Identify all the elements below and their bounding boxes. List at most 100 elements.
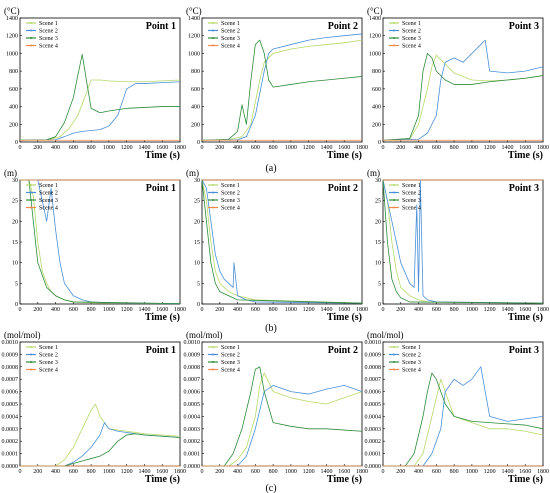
x-tick-label: 1400	[320, 469, 332, 475]
legend-entry: Scene 2	[221, 191, 240, 197]
legend-entry: Scene 4	[221, 368, 240, 374]
legend-entry: Scene 1	[221, 183, 240, 189]
x-tick-label: 400	[233, 469, 242, 475]
legend-marker	[212, 361, 214, 363]
x-tick-label: 400	[51, 307, 60, 313]
x-tick-label: 1600	[519, 469, 531, 475]
y-tick-label: 200	[9, 122, 18, 128]
y-tick-label: 0.0006	[2, 390, 19, 396]
x-tick-label: 1000	[466, 469, 478, 475]
legend-marker	[393, 361, 395, 363]
x-tick-label: 800	[87, 307, 96, 313]
legend-marker	[393, 346, 395, 348]
point-label: Point 2	[328, 183, 358, 194]
y-tick-label: 0.0000	[2, 464, 19, 470]
series-line-scene-2	[382, 39, 544, 141]
y-tick-label: 0.0002	[184, 439, 201, 445]
x-tick-label: 1600	[156, 307, 168, 313]
legend-marker	[393, 22, 395, 24]
y-tick-label: 0	[15, 302, 18, 308]
x-tick-label: 200	[396, 307, 405, 313]
x-tick-label: 1800	[537, 145, 549, 151]
legend-marker	[212, 29, 214, 32]
y-unit-label: (m)	[4, 168, 17, 178]
y-tick-label: 5	[378, 281, 381, 287]
y-tick-label: 800	[372, 69, 381, 75]
y-tick-label: 1200	[6, 34, 18, 40]
y-tick-label: 600	[191, 87, 200, 93]
y-tick-label: 0	[15, 140, 18, 146]
y-tick-label: 0.0003	[365, 427, 382, 433]
x-tick-label: 600	[432, 469, 441, 475]
y-unit-label: (m)	[367, 168, 380, 178]
x-tick-label: 400	[51, 469, 60, 475]
plot-frame	[201, 17, 363, 143]
point-label: Point 2	[328, 345, 358, 356]
row-labels: (a) (b) (c)	[265, 163, 277, 493]
y-tick-label: 0.0005	[2, 402, 19, 408]
series-line-scene-1	[19, 79, 181, 141]
y-tick-label: 0.0009	[365, 352, 382, 358]
y-tick-label: 600	[9, 87, 18, 93]
legend-entry: Scene 2	[39, 353, 58, 359]
legend-marker	[393, 191, 395, 194]
x-tick-label: 800	[269, 469, 278, 475]
series-line-scene-2	[19, 81, 181, 141]
series-line-scene-3	[20, 179, 181, 304]
legend-marker	[212, 206, 214, 209]
y-tick-label: 0.0010	[184, 340, 201, 346]
series-line-scene-1	[201, 179, 363, 304]
y-tick-label: 1000	[188, 51, 200, 57]
y-tick-label: 20	[375, 219, 381, 225]
y-tick-label: 1400	[6, 16, 18, 22]
x-tick-label: 200	[33, 469, 42, 475]
y-tick-label: 0.0000	[184, 464, 201, 470]
legend-marker	[30, 184, 32, 186]
x-tick-label: 200	[396, 145, 405, 151]
x-tick-label: 0	[19, 469, 22, 475]
x-tick-label: 1200	[303, 145, 315, 151]
chart-panel: (mol/mol) 0 200 400 600 800 1000 1200 1400 1600 18…	[365, 330, 550, 485]
series-line-scene-3	[20, 433, 181, 467]
y-tick-label: 800	[9, 69, 18, 75]
legend-entry: Scene 4	[39, 368, 58, 374]
legend-entry: Scene 4	[221, 44, 240, 50]
x-tick-label: 600	[432, 307, 441, 313]
x-tick-label: 400	[414, 307, 423, 313]
legend-marker	[212, 353, 214, 356]
x-tick-label: 1600	[519, 145, 531, 151]
series-line-scene-3	[202, 366, 363, 467]
point-label: Point 1	[146, 183, 176, 194]
legend-entry: Scene 4	[39, 206, 58, 212]
y-tick-label: 0.0008	[2, 365, 19, 371]
legend-marker	[212, 191, 214, 194]
y-tick-label: 1200	[188, 34, 200, 40]
row-label-b: (b)	[265, 323, 277, 334]
y-tick-label: 15	[194, 240, 200, 246]
x-tick-label: 800	[269, 307, 278, 313]
series-line-scene-3	[383, 372, 544, 467]
x-tick-label: 1800	[537, 469, 549, 475]
series-line-scene-3	[382, 179, 544, 304]
x-tick-label: 1600	[519, 307, 531, 313]
legend-marker	[393, 37, 395, 39]
legend-marker	[212, 44, 214, 47]
point-label: Point 3	[509, 183, 539, 194]
x-tick-label: 400	[414, 469, 423, 475]
legend-entry: Scene 3	[402, 36, 421, 42]
row-label-a: (a)	[265, 163, 276, 174]
point-label: Point 3	[509, 345, 539, 356]
y-tick-label: 1000	[369, 51, 381, 57]
y-tick-label: 0.0010	[365, 340, 382, 346]
legend-entry: Scene 3	[39, 360, 58, 366]
legend-entry: Scene 3	[221, 360, 240, 366]
x-tick-label: 1000	[285, 469, 297, 475]
y-tick-label: 20	[194, 219, 200, 225]
x-tick-label: 400	[233, 145, 242, 151]
x-tick-label: 200	[33, 145, 42, 151]
x-tick-label: 200	[396, 469, 405, 475]
x-tick-label: 1000	[103, 469, 115, 475]
x-tick-label: 200	[215, 469, 224, 475]
x-tick-label: 1400	[320, 307, 332, 313]
series-line-scene-1	[382, 179, 544, 304]
